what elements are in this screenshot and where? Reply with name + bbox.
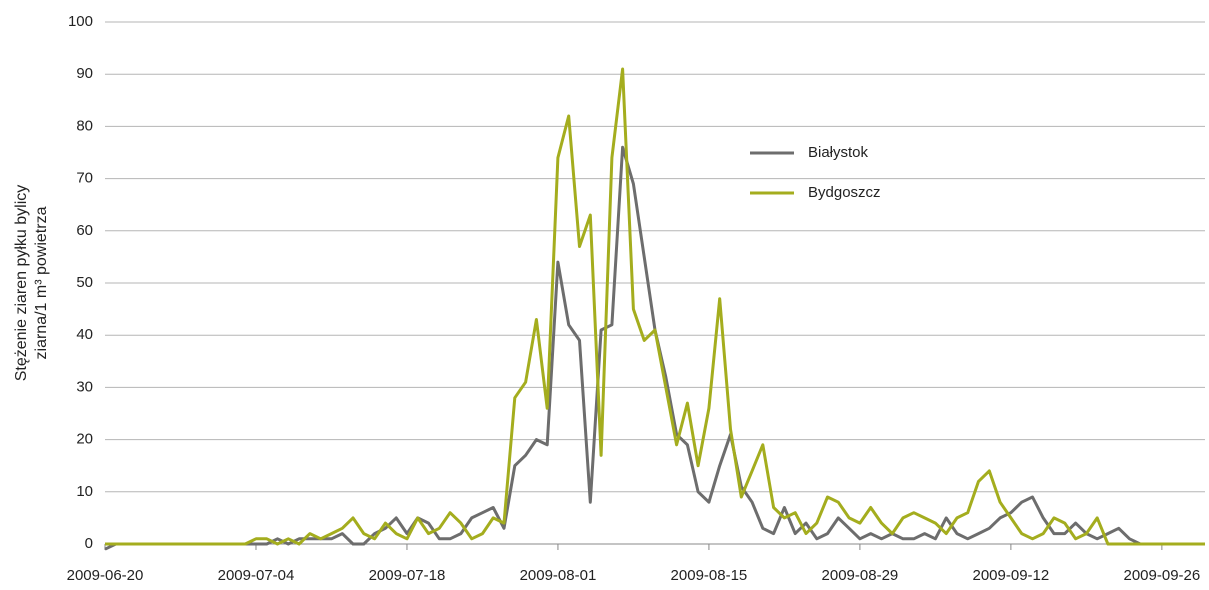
y-axis-label: ziarna/1 m³ powietrza	[33, 206, 50, 359]
legend-label: Białystok	[808, 144, 869, 161]
y-tick-label: 70	[76, 170, 93, 187]
y-tick-label: 20	[76, 431, 93, 448]
x-tick-label: 2009-06-20	[67, 567, 144, 584]
x-tick-label: 2009-09-12	[973, 567, 1050, 584]
x-tick-label: 2009-09-26	[1123, 567, 1200, 584]
x-tick-label: 2009-08-01	[520, 567, 597, 584]
series-line	[104, 145, 1205, 551]
y-tick-label: 10	[76, 483, 93, 500]
y-axis-label: Stężenie ziaren pyłku bylicy	[13, 185, 30, 382]
y-tick-label: 60	[76, 222, 93, 239]
y-tick-label: 0	[85, 535, 93, 552]
y-tick-label: 30	[76, 378, 93, 395]
legend-label: Bydgoszcz	[808, 184, 881, 201]
x-tick-label: 2009-08-29	[822, 567, 899, 584]
y-tick-label: 50	[76, 274, 93, 291]
x-tick-label: 2009-07-04	[218, 567, 295, 584]
y-tick-label: 90	[76, 65, 93, 82]
y-tick-label: 40	[76, 326, 93, 343]
x-tick-label: 2009-07-18	[369, 567, 446, 584]
y-tick-label: 100	[68, 13, 93, 30]
y-tick-label: 80	[76, 117, 93, 134]
series-line	[105, 67, 1205, 546]
x-tick-label: 2009-08-15	[671, 567, 748, 584]
